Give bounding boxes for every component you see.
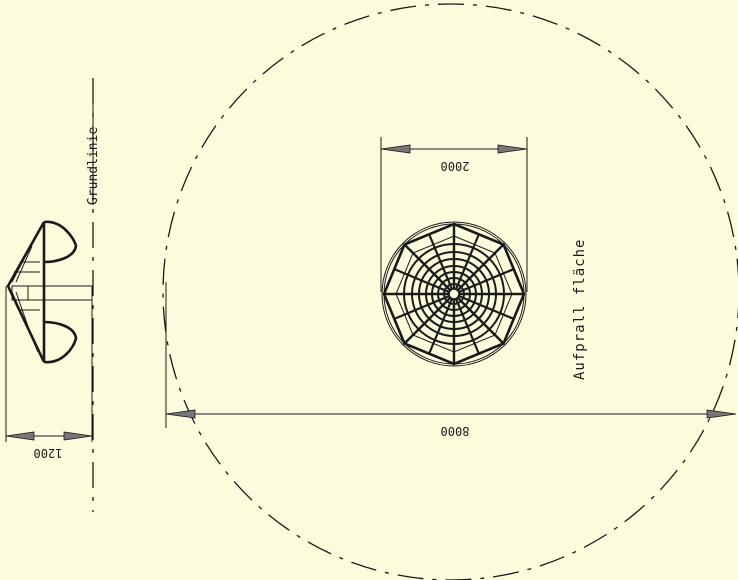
impact-dim-arrow-left xyxy=(165,409,196,419)
impact-dim-label: 8000 xyxy=(441,424,470,438)
side-dim-label: 1200 xyxy=(34,446,63,460)
impact-area-circle xyxy=(162,3,738,580)
side-dim-arrow-right xyxy=(63,431,93,441)
impact-area-dimension: 8000 xyxy=(165,282,737,438)
side-dim-arrow-left xyxy=(5,431,35,441)
impact-dim-arrow-right xyxy=(706,409,737,419)
impact-area-label: Aufprall fläche xyxy=(572,239,588,380)
equip-dim-arrow-left xyxy=(380,144,411,154)
equip-dim-arrow-right xyxy=(497,144,528,154)
top-view-equipment xyxy=(381,221,527,367)
equipment-dimension: 2000 xyxy=(380,137,528,292)
side-view-equipment xyxy=(6,220,93,364)
baseline-label: Grundlinie xyxy=(86,127,101,205)
side-view: Grundlinie 1200 xyxy=(5,78,101,512)
equip-dim-label: 2000 xyxy=(441,159,470,173)
